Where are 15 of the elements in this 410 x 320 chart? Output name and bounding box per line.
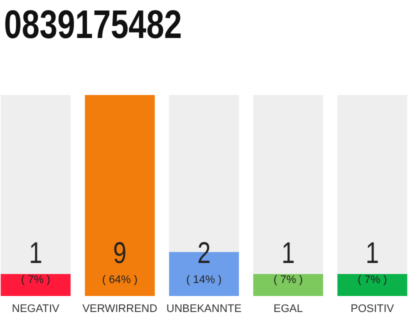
x-tick-label: POSITIV	[350, 303, 395, 315]
x-tick-label: UNBEKANNTE	[166, 303, 242, 315]
data-label: ( 7% )	[273, 274, 303, 286]
data-label: ( 64% )	[102, 274, 138, 286]
annotation: 9	[113, 235, 127, 270]
data-label: ( 7% )	[358, 274, 388, 286]
x-tick-label: EGAL	[273, 303, 303, 315]
annotation: 1	[281, 235, 295, 270]
annotation: 1	[28, 235, 42, 270]
annotation: 1	[366, 235, 380, 270]
x-tick-label: VERWIRREND	[82, 303, 158, 315]
data-label: ( 7% )	[20, 274, 50, 286]
data-label: ( 14% )	[186, 274, 222, 286]
x-tick-label: NEGATIV	[12, 303, 60, 315]
chart-title: 0839175482	[4, 2, 182, 47]
